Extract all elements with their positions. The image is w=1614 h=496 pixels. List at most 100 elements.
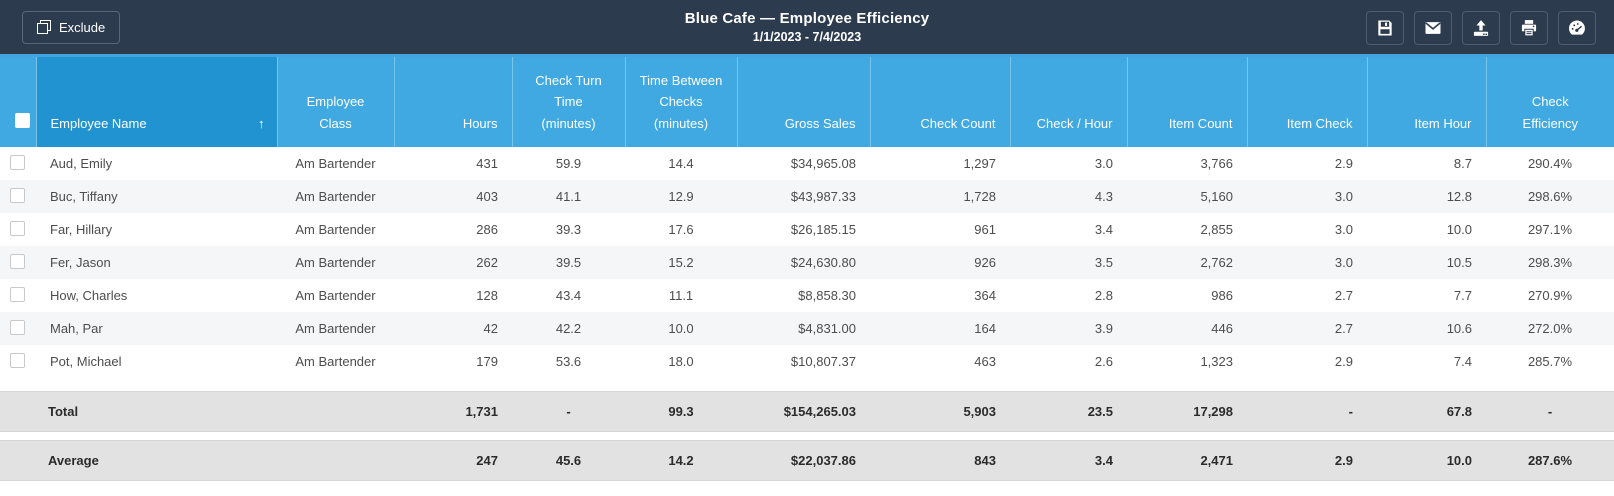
summary-cell: -	[1247, 391, 1367, 432]
cell: 128	[476, 288, 498, 303]
cell: 2,855	[1200, 222, 1233, 237]
column-header[interactable]: Item Count	[1126, 57, 1247, 147]
cell: 12.8	[1367, 180, 1486, 213]
column-header[interactable]: Hours	[393, 57, 512, 147]
email-button[interactable]	[1414, 11, 1452, 45]
print-button[interactable]	[1510, 11, 1548, 45]
column-header[interactable]: Check Turn Time (minutes)	[511, 57, 625, 147]
select-all-cell	[0, 57, 36, 147]
cell: 403	[394, 180, 512, 213]
cell: 285.7%	[1527, 354, 1573, 369]
table-row: Buc, Tiffany Am Bartender 403 41.1 12.9 $43,9…	[0, 180, 1614, 213]
sort-asc-icon: ↑	[258, 115, 265, 131]
row-checkbox[interactable]	[10, 352, 25, 368]
cell: 12.9	[625, 180, 737, 213]
cell: 179	[476, 354, 498, 369]
cell: Am Bartender	[295, 288, 376, 303]
cell: 1,323	[1200, 354, 1233, 369]
summary-cell: $22,037.86	[737, 440, 870, 481]
column-header[interactable]: Employee Name ↑	[35, 57, 277, 147]
cell: 3.4	[1094, 222, 1113, 237]
summary-cell: 45.6	[512, 440, 625, 481]
column-header[interactable]: Item Hour	[1366, 57, 1486, 147]
summary-cell: $154,265.03	[737, 391, 870, 432]
row-checkbox[interactable]	[10, 187, 25, 203]
table-row: Pot, Michael Am Bartender 179 53.6 18.0 $10,8…	[0, 345, 1614, 378]
table-row: Far, Hillary Am Bartender 286 39.3 17.6 $26,1…	[0, 213, 1614, 246]
cell: 3.0	[1334, 222, 1353, 237]
upload-icon	[1471, 18, 1491, 38]
print-icon	[1519, 18, 1539, 38]
cell: 297.1%	[1527, 222, 1573, 237]
cell: Pot, Michael	[50, 354, 122, 369]
exclude-button[interactable]: Exclude	[22, 10, 121, 44]
cell: 364	[974, 288, 996, 303]
total-row: Total 1,731-99.3 $154,265.03 5,903 23.5 17,29…	[0, 391, 1614, 432]
cell: 3.0	[1247, 180, 1367, 213]
table-row: Fer, Jason Am Bartender 262 39.5 15.2 $24,630…	[0, 246, 1614, 279]
cell: 41.1	[512, 180, 625, 213]
column-header[interactable]: Check Count	[869, 57, 1010, 147]
summary-cell: 10.0	[1367, 440, 1486, 481]
cell: 18.0	[668, 354, 694, 369]
cell: 463	[974, 354, 996, 369]
cell: 1,297	[963, 156, 996, 171]
cell: 10.0	[1446, 222, 1472, 237]
cell: 42.2	[512, 312, 625, 345]
summary-cell: 23.5	[1010, 391, 1127, 432]
summary-cell: 14.2	[625, 440, 737, 481]
cell: Am Bartender	[295, 222, 376, 237]
cell: 43.4	[555, 288, 582, 303]
cell: $10,807.37	[790, 354, 856, 369]
summary-cell: 67.8	[1367, 391, 1486, 432]
table-header: Employee Name ↑ Employee Class Hours Check T…	[0, 57, 1614, 147]
column-header[interactable]: Check / Hour	[1009, 57, 1127, 147]
cell: 2.6	[1094, 354, 1113, 369]
cell: 11.1	[668, 288, 694, 303]
row-checkbox[interactable]	[10, 319, 25, 335]
cell: 4.3	[1010, 180, 1127, 213]
save-button[interactable]	[1366, 11, 1404, 45]
upload-button[interactable]	[1462, 11, 1500, 45]
email-icon	[1423, 18, 1443, 38]
row-checkbox[interactable]	[10, 220, 25, 236]
summary-cell: 3.4	[1010, 440, 1127, 481]
cell: 2.8	[1094, 288, 1113, 303]
select-all-checkbox[interactable]	[15, 112, 31, 128]
summary-cell: -	[512, 391, 625, 432]
column-header[interactable]: Time Between Checks (minutes)	[624, 57, 737, 147]
table-row: Mah, Par Am Bartender 42 42.2 10.0 $4,831.00 1…	[0, 312, 1614, 345]
row-checkbox[interactable]	[10, 154, 25, 170]
cell: Am Bartender	[277, 312, 394, 345]
cell: $24,630.80	[737, 246, 870, 279]
cell: 8.7	[1453, 156, 1472, 171]
cell: 10.5	[1367, 246, 1486, 279]
cell: 3.0	[1247, 246, 1367, 279]
column-header[interactable]: Gross Sales	[736, 57, 870, 147]
cell: 2,762	[1127, 246, 1247, 279]
cell: Am Bartender	[295, 354, 376, 369]
cell: 3,766	[1200, 156, 1233, 171]
column-header[interactable]: Check Efficiency	[1485, 57, 1614, 147]
cell: 14.4	[668, 156, 694, 171]
summary-cell	[277, 440, 394, 481]
exclude-squares-icon	[37, 20, 51, 34]
toolbar: Exclude Blue Cafe — Employee Efficiency …	[0, 0, 1614, 57]
cell: 298.6%	[1486, 180, 1614, 213]
cell: 39.3	[555, 222, 582, 237]
cell: 290.4%	[1527, 156, 1573, 171]
dashboard-icon	[1567, 18, 1587, 38]
cell: Am Bartender	[295, 156, 376, 171]
exclude-button-label: Exclude	[59, 19, 106, 35]
column-header[interactable]: Employee Class	[276, 57, 394, 147]
row-checkbox[interactable]	[10, 253, 25, 269]
cell: 2.7	[1247, 312, 1367, 345]
cell: 446	[1127, 312, 1247, 345]
column-header[interactable]: Item Check	[1246, 57, 1367, 147]
row-checkbox[interactable]	[10, 286, 25, 302]
cell: 5,160	[1127, 180, 1247, 213]
cell: 3.5	[1010, 246, 1127, 279]
cell: $34,965.08	[790, 156, 856, 171]
cell: Mah, Par	[36, 312, 277, 345]
dashboard-button[interactable]	[1558, 11, 1596, 45]
